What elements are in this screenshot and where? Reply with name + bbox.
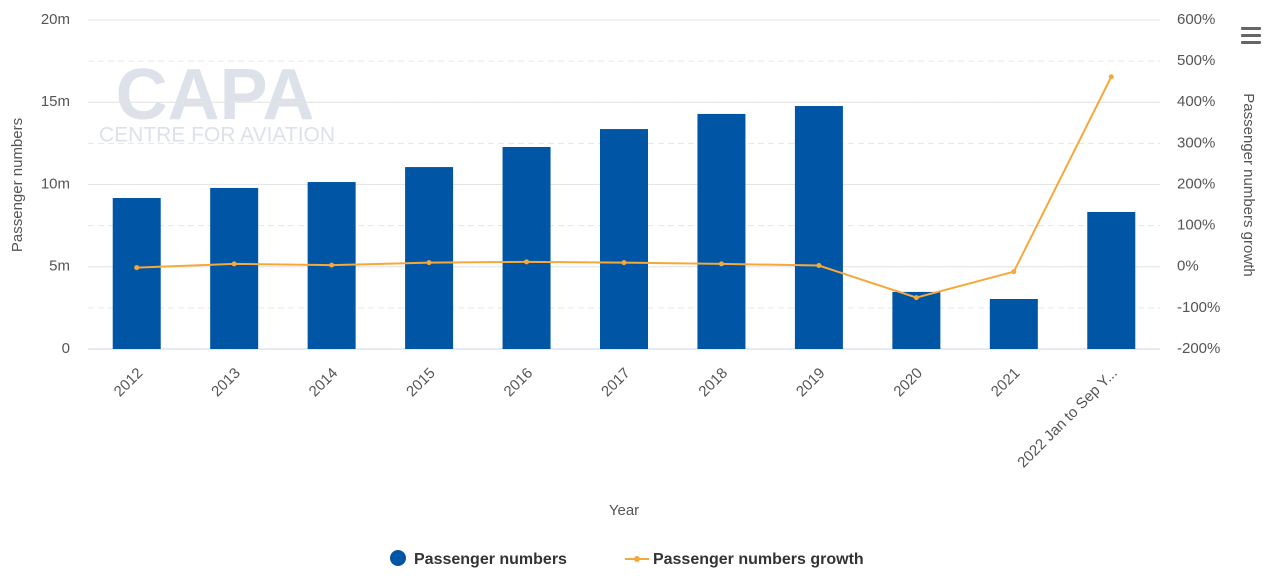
y2-tick-label: 600% <box>1177 11 1215 28</box>
watermark-subtitle: CENTRE FOR AVIATION <box>99 124 335 147</box>
bar <box>405 167 454 349</box>
y-axis-title: Passenger numbers <box>9 118 26 252</box>
line-point <box>1011 269 1017 275</box>
bar <box>210 187 259 349</box>
bar <box>112 197 161 349</box>
x-axis-title: Year <box>609 502 639 519</box>
line-point <box>718 261 724 267</box>
y-tick-label: 5m <box>49 258 70 275</box>
line-point <box>329 262 335 268</box>
y2-tick-label: -100% <box>1177 299 1220 316</box>
x-tick-label: 2015 <box>403 365 439 401</box>
menu-bar <box>1241 41 1261 44</box>
menu-bar <box>1241 27 1261 30</box>
y-tick-label: 15m <box>41 93 70 110</box>
y-tick-label: 10m <box>41 175 70 192</box>
legend-label: Passenger numbers growth <box>653 551 864 568</box>
x-tick-label: 2014 <box>306 365 342 401</box>
x-tick-label: 2019 <box>793 365 829 401</box>
y-tick-label: 20m <box>41 11 70 28</box>
bar <box>600 129 648 349</box>
y2-tick-label: 300% <box>1177 134 1215 151</box>
y2-tick-label: 500% <box>1177 52 1215 69</box>
x-tick-label: 2017 <box>598 365 634 401</box>
line-point <box>1108 74 1114 80</box>
line-point <box>816 263 822 269</box>
watermark-logo: CAPA <box>116 55 315 135</box>
bar <box>794 106 843 349</box>
legend-symbol <box>390 550 406 566</box>
line-point <box>621 260 627 266</box>
y2-tick-label: 400% <box>1177 93 1215 110</box>
y2-tick-label: -200% <box>1177 340 1220 357</box>
y2-axis-title: Passenger numbers growth <box>1240 93 1257 276</box>
bar <box>697 113 746 349</box>
menu-bar <box>1241 34 1261 37</box>
line-point <box>426 260 432 266</box>
legend-symbol <box>633 556 640 562</box>
x-tick-label: 2016 <box>501 365 537 401</box>
y2-tick-label: 100% <box>1177 217 1215 234</box>
line-point <box>134 265 140 271</box>
bar <box>892 291 941 349</box>
x-tick-label: 2012 <box>111 365 147 401</box>
x-tick-label: 2022 Jan to Sep Y... <box>1014 365 1121 472</box>
x-tick-label: 2018 <box>695 365 731 401</box>
line-point <box>231 261 237 267</box>
menu-icon[interactable] <box>1241 27 1261 44</box>
y2-tick-label: 0% <box>1177 258 1199 275</box>
y-tick-label: 0 <box>62 340 70 357</box>
legend-label: Passenger numbers <box>414 551 567 568</box>
bar <box>502 146 551 349</box>
x-tick-label: 2013 <box>208 365 244 401</box>
line-point <box>913 295 919 301</box>
bar <box>1087 211 1136 349</box>
line-point <box>524 259 530 265</box>
y2-tick-label: 200% <box>1177 175 1215 192</box>
x-tick-label: 2021 <box>988 365 1024 401</box>
x-tick-label: 2020 <box>890 365 926 401</box>
bar <box>989 298 1038 349</box>
